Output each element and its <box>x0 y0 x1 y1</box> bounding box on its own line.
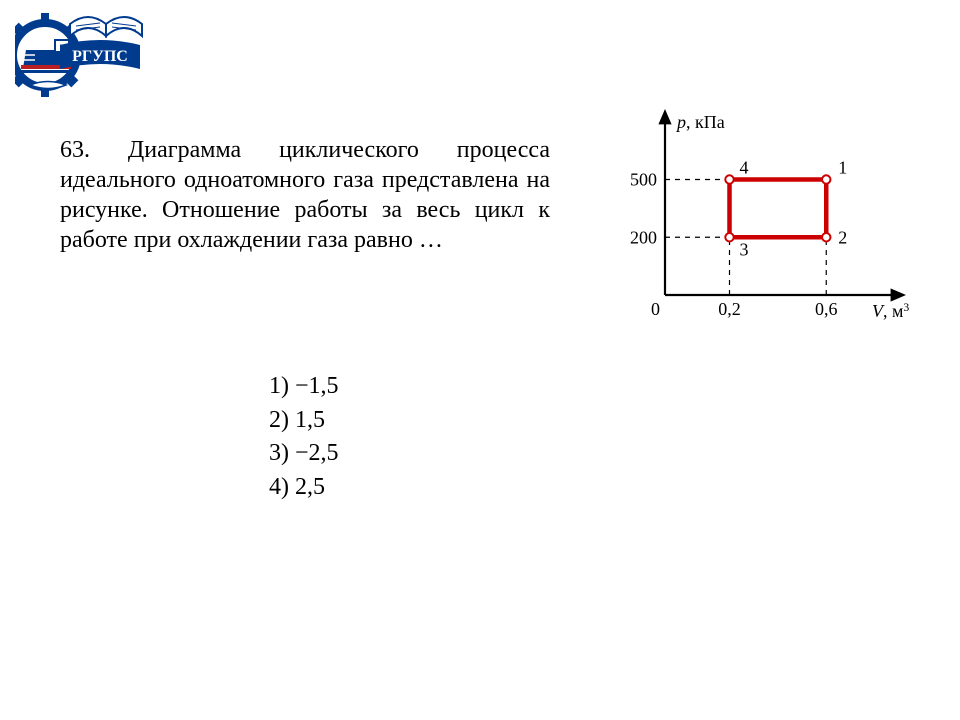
problem-block: 63. Диаграмма циклического процесса идеа… <box>60 135 550 255</box>
answer-value: 2,5 <box>295 471 325 505</box>
problem-body: Диаграмма циклического процесса идеально… <box>60 137 550 253</box>
problem-text: 63. Диаграмма циклического процесса идеа… <box>60 135 550 255</box>
svg-text:2: 2 <box>838 227 847 247</box>
answer-option-4: 4) 2,5 <box>260 471 339 505</box>
answer-value: −1,5 <box>295 370 339 404</box>
answer-num: 3) <box>260 437 295 471</box>
institution-logo: U РГУПС <box>15 10 145 105</box>
answer-num: 2) <box>260 404 295 438</box>
answer-num: 1) <box>260 370 295 404</box>
svg-text:4: 4 <box>740 158 749 178</box>
svg-text:0,6: 0,6 <box>815 299 838 319</box>
svg-text:3: 3 <box>740 239 749 259</box>
answer-value: −2,5 <box>295 437 339 471</box>
pv-diagram: 1 2 3 4 500 200 0,2 0,6 0 p, кПа V, м3 <box>610 105 920 325</box>
svg-text:500: 500 <box>630 170 657 190</box>
answer-num: 4) <box>260 471 295 505</box>
logo-text: РГУПС <box>72 48 128 65</box>
answer-option-3: 3) −2,5 <box>260 437 339 471</box>
svg-text:p, кПа: p, кПа <box>675 112 725 132</box>
svg-text:1: 1 <box>838 158 847 178</box>
svg-text:0,2: 0,2 <box>718 299 741 319</box>
answer-options: 1) −1,5 2) 1,5 3) −2,5 4) 2,5 <box>260 370 339 504</box>
svg-text:V, м3: V, м3 <box>872 301 909 322</box>
answer-value: 1,5 <box>295 404 325 438</box>
svg-text:200: 200 <box>630 227 657 247</box>
answer-option-2: 2) 1,5 <box>260 404 339 438</box>
svg-text:0: 0 <box>651 299 660 319</box>
answer-option-1: 1) −1,5 <box>260 370 339 404</box>
problem-number: 63. <box>60 137 90 163</box>
